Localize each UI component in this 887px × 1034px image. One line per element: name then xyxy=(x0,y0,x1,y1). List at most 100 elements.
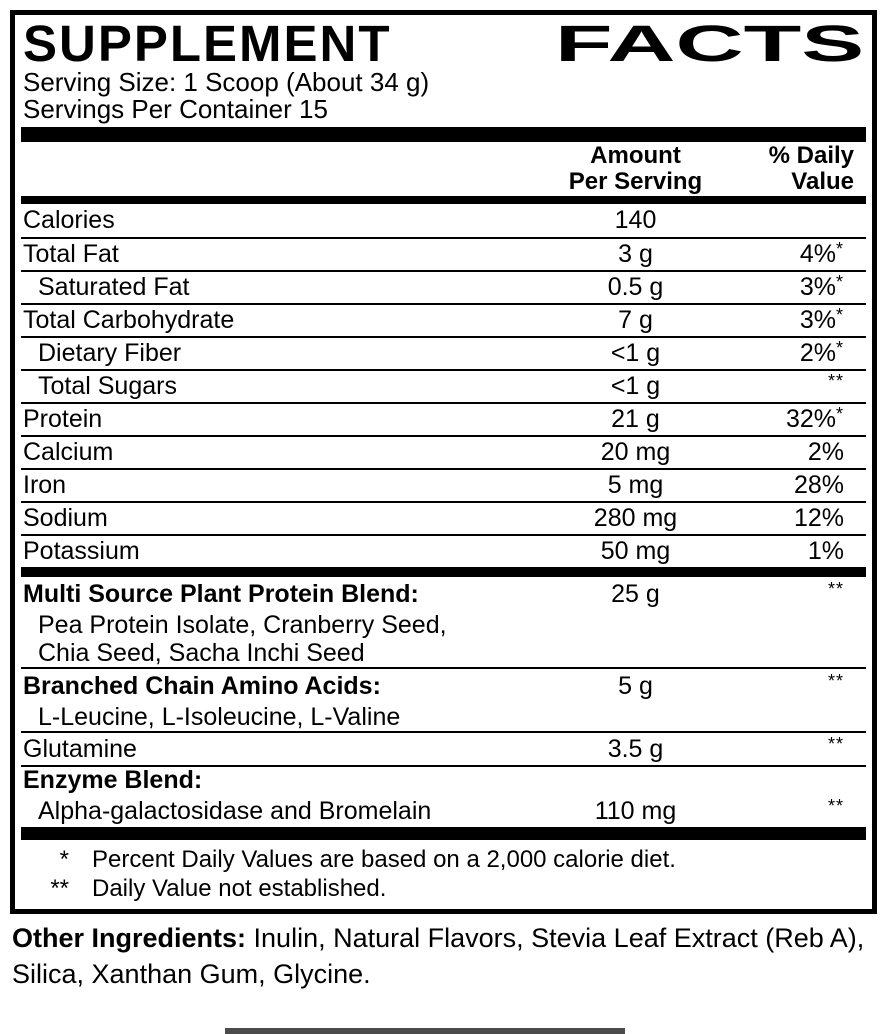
blend-dv: ** xyxy=(743,733,866,764)
blend-dv: ** xyxy=(743,670,866,701)
amount-header-line1: Amount xyxy=(590,142,681,169)
other-ingredients-text: Inulin, Natural Flavors, Stevia Leaf Ext… xyxy=(12,923,865,989)
dv-asterisk: * xyxy=(835,338,844,358)
amount-header-line2: Per Serving xyxy=(568,168,703,195)
nutrient-amount: <1 g xyxy=(610,339,661,367)
other-ingredients-label: Other Ingredients: xyxy=(12,923,247,953)
supplement-facts-panel: SUPPLEMENT FACTS Serving Size: 1 Scoop (… xyxy=(10,10,877,914)
footnote-text: Daily Value not established. xyxy=(92,875,387,902)
footnote-not-established: ** Daily Value not established. xyxy=(21,874,866,903)
amount-column-header: Amount Per Serving xyxy=(528,143,743,195)
nutrient-dv: 2% xyxy=(807,438,844,466)
dv-header-line2: Value xyxy=(791,168,854,195)
nutrient-row-total-carbohydrate: Total Carbohydrate 7 g 3%* xyxy=(21,303,866,336)
nutrient-dv: ** xyxy=(743,371,866,401)
blend-dv: ** xyxy=(743,578,866,609)
blend-name: Branched Chain Amino Acids: xyxy=(23,671,381,700)
nutrient-row-calories: Calories 140 xyxy=(21,204,866,237)
blend-ingredients-line: L-Leucine, L-Isoleucine, L-Valine xyxy=(38,703,401,731)
blend-amount: 3.5 g xyxy=(607,734,664,763)
nutrient-name: Total Fat xyxy=(23,240,119,268)
dv-header-line1: % Daily xyxy=(768,142,854,169)
title-word-facts: FACTS xyxy=(554,15,864,72)
divider-below-headers xyxy=(21,196,866,204)
footnote-text: Percent Daily Values are based on a 2,00… xyxy=(92,846,676,873)
dv-asterisk: * xyxy=(835,404,844,424)
title-word-supplement: SUPPLEMENT xyxy=(23,15,392,72)
nutrient-amount: 3 g xyxy=(618,240,653,268)
nutrient-dv: 4%* xyxy=(799,239,844,268)
nutrient-name: Calories xyxy=(23,206,115,234)
nutrient-name: Total Carbohydrate xyxy=(23,306,235,334)
nutrient-amount: <1 g xyxy=(610,372,661,400)
nutrient-dv: 1% xyxy=(807,537,844,565)
dv-asterisk: ** xyxy=(827,371,844,391)
nutrient-name: Potassium xyxy=(23,537,140,565)
nutrient-name: Total Sugars xyxy=(38,372,177,400)
nutrient-row-sodium: Sodium 280 mg 12% xyxy=(21,501,866,534)
blend-ingredients-line: Alpha-galactosidase and Bromelain xyxy=(38,796,432,825)
blend-section-bcaa: Branched Chain Amino Acids: 5 g ** L-Leu… xyxy=(21,667,866,731)
blend-section-enzyme: Enzyme Blend: Alpha-galactosidase and Br… xyxy=(21,765,866,827)
nutrient-dv: 12% xyxy=(793,504,844,532)
column-header-row: Amount Per Serving % Daily Value xyxy=(21,142,866,196)
nutrient-row-total-fat: Total Fat 3 g 4%* xyxy=(21,237,866,270)
nutrient-name: Protein xyxy=(23,405,103,433)
serving-size-text: Serving Size: 1 Scoop (About 34 g) xyxy=(23,67,430,97)
nutrient-amount: 50 mg xyxy=(600,537,671,565)
nutrient-row-calcium: Calcium 20 mg 2% xyxy=(21,435,866,468)
thick-divider-footnotes xyxy=(21,827,866,840)
nutrient-amount: 5 mg xyxy=(607,471,664,499)
blend-amount: 5 g xyxy=(618,671,653,700)
thick-divider-top xyxy=(21,127,866,142)
nutrient-name: Dietary Fiber xyxy=(38,339,182,367)
other-ingredients: Other Ingredients: Inulin, Natural Flavo… xyxy=(12,920,873,992)
servings-per-container-text: Servings Per Container 15 xyxy=(23,94,328,124)
nutrient-amount: 7 g xyxy=(618,306,653,334)
nutrient-amount: 140 xyxy=(614,206,657,234)
nutrient-dv: 32%* xyxy=(785,404,844,433)
daily-value-column-header: % Daily Value xyxy=(743,143,866,195)
footnote-mark: * xyxy=(59,846,69,873)
nutrient-dv: 28% xyxy=(793,471,844,499)
blend-name: Enzyme Blend: xyxy=(23,766,203,794)
nutrient-name: Calcium xyxy=(23,438,114,466)
nutrient-amount: 280 mg xyxy=(593,504,678,532)
nutrient-name: Iron xyxy=(23,471,67,499)
dv-asterisk: ** xyxy=(827,670,844,691)
nutrient-dv: 3%* xyxy=(799,305,844,334)
nutrient-row-iron: Iron 5 mg 28% xyxy=(21,468,866,501)
nutrient-row-dietary-fiber: Dietary Fiber <1 g 2%* xyxy=(21,336,866,369)
nutrient-row-total-sugars: Total Sugars <1 g ** xyxy=(21,369,866,402)
footnote-daily-values: * Percent Daily Values are based on a 2,… xyxy=(21,845,866,874)
nutrient-amount: 21 g xyxy=(611,405,660,433)
dv-asterisk: * xyxy=(835,305,844,325)
blend-section-protein: Multi Source Plant Protein Blend: 25 g *… xyxy=(21,577,866,668)
panel-title: SUPPLEMENT FACTS xyxy=(21,15,866,69)
dv-asterisk: ** xyxy=(827,733,844,754)
nutrient-amount: 20 mg xyxy=(600,438,671,466)
blend-amount: 110 mg xyxy=(594,796,677,825)
thick-divider-blends xyxy=(21,567,866,577)
nutrient-row-protein: Protein 21 g 32%* xyxy=(21,402,866,435)
nutrient-amount: 0.5 g xyxy=(607,273,664,301)
nutrient-name: Saturated Fat xyxy=(38,273,190,301)
blend-dv: ** xyxy=(743,795,866,826)
dv-asterisk: ** xyxy=(827,795,844,816)
supplement-label-page: { "header": { "title_word1": "SUPPLEMENT… xyxy=(0,10,887,1034)
dv-asterisk: * xyxy=(835,239,844,259)
nutrient-row-potassium: Potassium 50 mg 1% xyxy=(21,534,866,567)
blend-name: Multi Source Plant Protein Blend: xyxy=(23,579,419,608)
dv-asterisk: * xyxy=(835,272,844,292)
footnotes: * Percent Daily Values are based on a 2,… xyxy=(21,840,866,909)
footnote-mark: ** xyxy=(50,875,69,902)
dv-asterisk: ** xyxy=(827,578,844,599)
blend-ingredients-line: Chia Seed, Sacha Inchi Seed xyxy=(38,639,365,667)
cut-off-print-strip xyxy=(225,1028,625,1034)
blend-amount: 25 g xyxy=(611,579,660,608)
nutrient-row-saturated-fat: Saturated Fat 0.5 g 3%* xyxy=(21,270,866,303)
nutrient-name: Sodium xyxy=(23,504,108,532)
nutrient-dv: 2%* xyxy=(799,338,844,367)
blend-name: Glutamine xyxy=(23,734,137,763)
blend-section-glutamine: Glutamine 3.5 g ** xyxy=(21,731,866,765)
